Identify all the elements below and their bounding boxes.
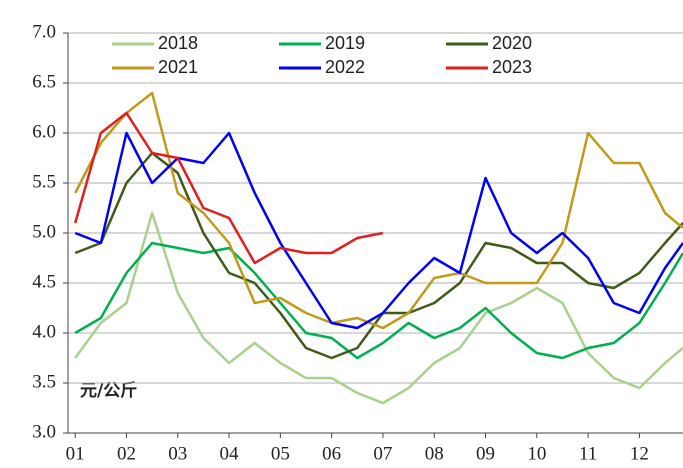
x-tick-label: 09 <box>476 443 495 464</box>
y-tick-label: 4.5 <box>32 271 56 292</box>
x-tick-label: 11 <box>579 443 597 464</box>
y-tick-label: 5.0 <box>32 221 56 242</box>
x-tick-label: 08 <box>425 443 444 464</box>
legend-label: 2023 <box>492 57 532 77</box>
series-line <box>74 241 683 360</box>
y-tick-label: 5.5 <box>32 171 56 192</box>
y-tick-label: 3.0 <box>32 421 56 442</box>
y-tick-label: 6.0 <box>32 121 56 142</box>
legend-label: 2020 <box>492 33 532 53</box>
x-tick-label: 07 <box>373 443 392 464</box>
legend-label: 2019 <box>325 33 365 53</box>
x-tick-label: 01 <box>66 443 85 464</box>
legend-label: 2021 <box>158 57 198 77</box>
series-line <box>74 131 683 330</box>
x-tick-label: 10 <box>527 443 546 464</box>
series-line <box>74 91 683 330</box>
x-tick-label: 12 <box>630 443 649 464</box>
y-tick-label: 6.5 <box>32 71 56 92</box>
legend-label: 2018 <box>158 33 198 53</box>
series-line <box>73 111 384 265</box>
y-tick-label: 7.0 <box>32 21 56 42</box>
legend-label: 2022 <box>325 57 365 77</box>
x-tick-label: 05 <box>271 443 290 464</box>
x-tick-label: 06 <box>322 443 341 464</box>
x-tick-label: 04 <box>220 443 240 464</box>
unit-annotation: 元/公斤 <box>80 381 137 401</box>
x-tick-label: 02 <box>117 443 136 464</box>
series-line <box>74 211 683 405</box>
y-tick-label: 4.0 <box>32 321 56 342</box>
y-tick-label: 3.5 <box>32 371 56 392</box>
x-tick-label: 03 <box>168 443 187 464</box>
